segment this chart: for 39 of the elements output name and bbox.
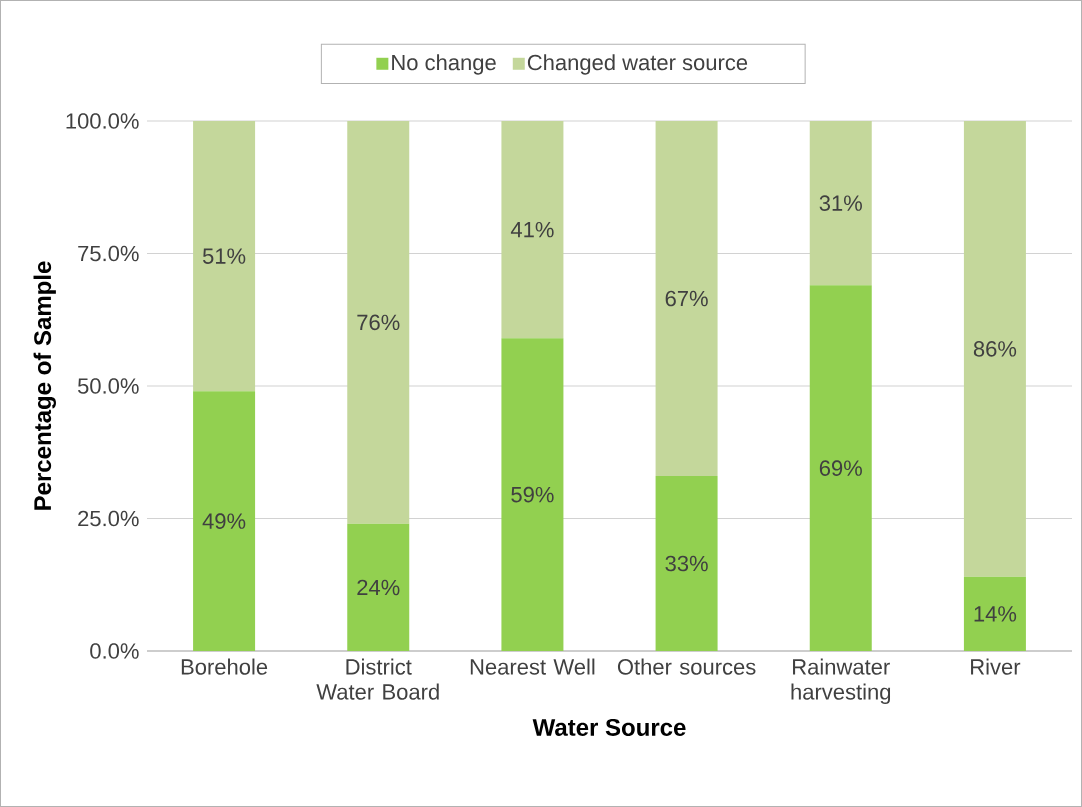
legend-label: No change — [392, 54, 496, 75]
y-tick-label: 100.0% — [66, 113, 139, 129]
bar — [809, 285, 872, 651]
y-tick-label: 0.0% — [90, 643, 139, 659]
bar — [193, 121, 256, 392]
bar — [347, 121, 410, 524]
y-tick-label: 75.0% — [78, 245, 139, 262]
legend-label: Changed water source — [527, 54, 748, 75]
data-label: 51% — [202, 248, 246, 264]
data-label: 59% — [511, 486, 554, 503]
x-tick-label: Nearest Well — [470, 658, 595, 675]
x-tick-label: Other sources — [617, 658, 756, 675]
data-label: 14% — [974, 606, 1017, 622]
data-label: 24% — [357, 579, 400, 596]
bar — [963, 121, 1026, 577]
y-tick-label: 25.0% — [78, 510, 139, 527]
data-label: 76% — [357, 314, 400, 331]
bar — [347, 523, 410, 651]
bar — [655, 476, 718, 651]
data-label: 86% — [973, 341, 1017, 357]
x-tick-label: Rainwater harvesting — [791, 658, 891, 705]
data-label: 67% — [665, 290, 708, 307]
x-axis-title: Water Source — [532, 718, 686, 736]
y-tick-label: 50.0% — [77, 378, 139, 394]
data-label: 69% — [819, 460, 862, 476]
bar — [193, 391, 256, 651]
data-label: 31% — [819, 195, 862, 211]
data-label: 41% — [510, 221, 554, 238]
data-label: 33% — [665, 555, 708, 572]
bar — [655, 121, 718, 477]
x-tick-label: Borehole — [181, 658, 268, 675]
bar — [501, 121, 564, 339]
data-label: 49% — [202, 513, 246, 529]
bar — [501, 338, 564, 651]
bar — [809, 121, 872, 286]
x-tick-label: River — [971, 658, 1021, 675]
y-axis-title: Percentage of Sample — [33, 261, 56, 510]
bar — [963, 576, 1026, 651]
x-tick-label: District Water Board — [316, 658, 439, 700]
